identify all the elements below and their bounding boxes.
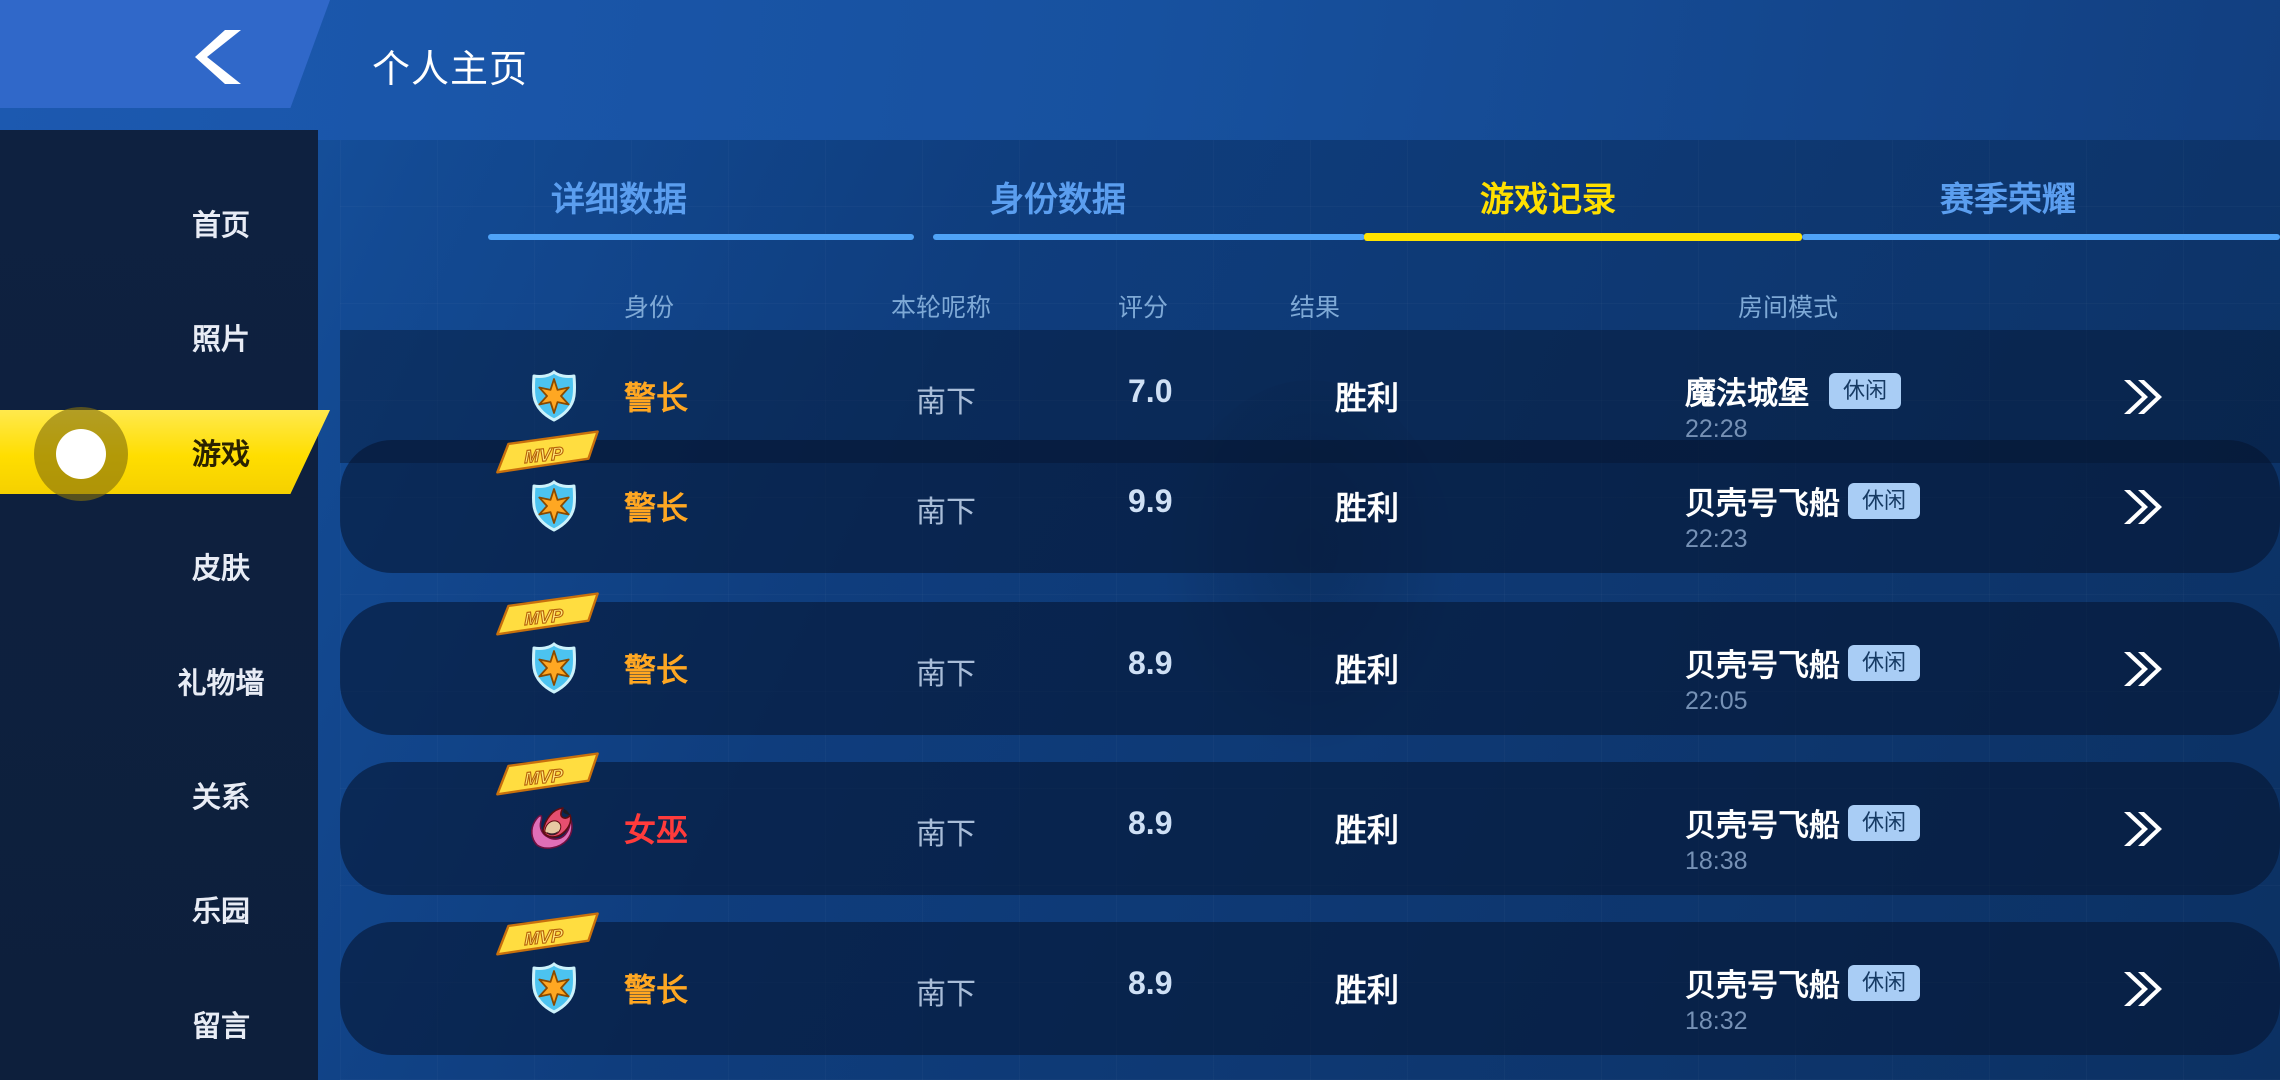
svg-text:MVP: MVP xyxy=(524,443,564,467)
svg-text:MVP: MVP xyxy=(524,605,564,629)
svg-text:MVP: MVP xyxy=(524,765,564,789)
svg-text:MVP: MVP xyxy=(524,925,564,949)
